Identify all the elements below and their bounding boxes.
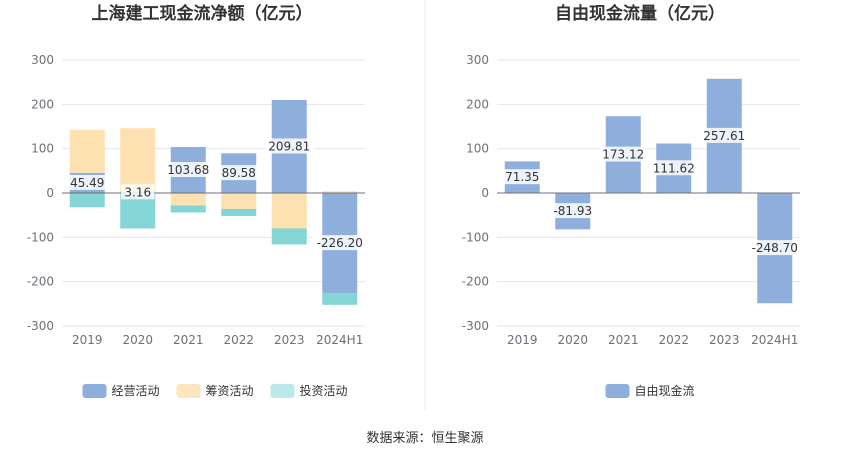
cash-flow-net-chart: 上海建工现金流净额（亿元） 300 200 100 0 -100 -200 -300 2019 2… <box>27 3 368 398</box>
y-tick-label: -200 <box>27 275 54 289</box>
legend-swatch-financing[interactable] <box>176 384 201 398</box>
chart-title: 自由现金流量（亿元） <box>555 3 725 24</box>
bar-financing-2024H1 <box>322 191 358 193</box>
y-tick-label: 0 <box>481 186 489 200</box>
bar-financing-2023 <box>271 193 307 229</box>
x-tick-label: 2022 <box>658 333 689 347</box>
bar-investing-2024H1 <box>322 293 358 305</box>
y-tick-label: 300 <box>466 53 489 67</box>
data-label-bg <box>746 240 803 256</box>
bar-financing-2019 <box>69 129 105 173</box>
bar-investing-2019 <box>69 193 105 208</box>
data-label-bg <box>649 160 698 176</box>
data-label-bg <box>501 169 543 185</box>
y-tick-label: -100 <box>462 230 489 244</box>
data-label: 111.62 <box>653 161 695 175</box>
x-tick-label: 2023 <box>709 333 740 347</box>
data-label: 173.12 <box>602 148 644 162</box>
y-tick-label: -200 <box>462 275 489 289</box>
data-label-bg <box>164 162 213 178</box>
y-tick-label: 100 <box>31 142 54 156</box>
bar-financing-2021 <box>170 193 206 206</box>
x-tick-label: 2024H1 <box>751 333 798 347</box>
legend-swatch-fcf[interactable] <box>605 384 630 398</box>
x-tick-label: 2019 <box>507 333 538 347</box>
data-label: -81.93 <box>553 204 592 218</box>
x-tick-label: 2020 <box>557 333 588 347</box>
bar-financing-2020 <box>120 128 156 192</box>
x-tick-label: 2020 <box>122 333 153 347</box>
legend-label-operating[interactable]: 经营活动 <box>112 384 160 398</box>
x-tick-label: 2022 <box>223 333 254 347</box>
source-note: 数据来源：恒生聚源 <box>366 431 483 446</box>
data-label: 3.16 <box>124 185 151 199</box>
y-tick-label: -100 <box>27 230 54 244</box>
chart-title: 上海建工现金流净额（亿元） <box>92 3 313 24</box>
data-label: 257.61 <box>703 129 745 143</box>
legend-swatch-operating[interactable] <box>82 384 107 398</box>
data-label-bg <box>311 235 368 251</box>
data-label-bg <box>599 146 648 162</box>
legend-label-investing[interactable]: 投资活动 <box>300 383 348 398</box>
data-label: 103.68 <box>167 163 209 177</box>
legend-swatch-investing[interactable] <box>270 384 295 398</box>
data-label-bg <box>218 165 260 181</box>
data-label: 209.81 <box>268 139 310 153</box>
y-tick-label: -300 <box>27 319 54 333</box>
y-tick-label: -300 <box>462 319 489 333</box>
x-tick-label: 2021 <box>608 333 639 347</box>
data-label-bg <box>265 138 314 154</box>
data-label-bg <box>548 203 597 219</box>
bar-investing-2022 <box>221 208 257 217</box>
y-tick-label: 0 <box>46 186 54 200</box>
x-tick-label: 2021 <box>173 333 204 347</box>
x-tick-label: 2019 <box>72 333 103 347</box>
data-label-bg <box>66 174 108 190</box>
legend-label-financing[interactable]: 筹资活动 <box>206 384 254 398</box>
free-cash-flow-chart: 自由现金流量（亿元） 300 200 100 0 -100 -200 -300 2019 2020… <box>462 3 803 398</box>
bar-financing-2022 <box>221 193 257 209</box>
data-label: -248.70 <box>752 241 798 255</box>
data-label-bg <box>700 127 749 143</box>
y-tick-label: 100 <box>466 142 489 156</box>
data-label: 89.58 <box>222 166 256 180</box>
bar-investing-2021 <box>170 205 206 213</box>
y-tick-label: 200 <box>466 97 489 111</box>
y-tick-label: 200 <box>31 97 54 111</box>
data-label: 45.49 <box>70 176 104 190</box>
data-label-bg <box>120 184 155 200</box>
y-tick-label: 300 <box>31 53 54 67</box>
x-tick-label: 2023 <box>274 333 305 347</box>
data-label: -226.20 <box>317 236 363 250</box>
bar-investing-2023 <box>271 228 307 245</box>
legend-label-fcf[interactable]: 自由现金流 <box>635 383 695 398</box>
x-tick-label: 2024H1 <box>316 333 363 347</box>
data-label: 71.35 <box>505 170 539 184</box>
